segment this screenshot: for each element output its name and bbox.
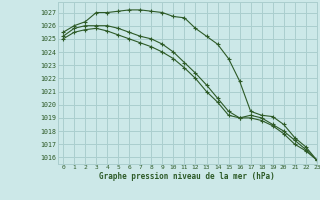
X-axis label: Graphe pression niveau de la mer (hPa): Graphe pression niveau de la mer (hPa) [99, 172, 275, 181]
